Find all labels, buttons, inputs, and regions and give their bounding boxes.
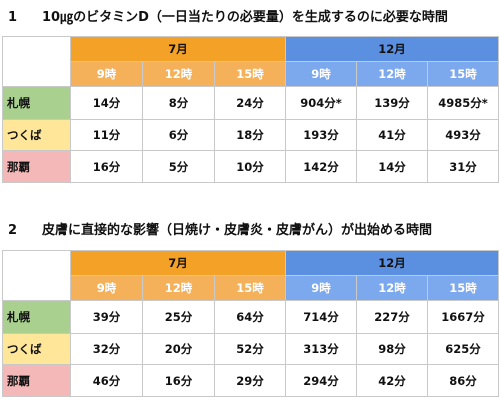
corner-cell [2,36,71,87]
table-cell: 10分 [213,150,287,183]
table-cell: 42分 [356,364,429,397]
table-cell: 4985分* [427,86,500,120]
table-row: 那覇 46分 16分 29分 294分 42分 86分 [2,364,500,397]
table-cell: 16分 [142,364,215,397]
city-label-tsukuba: つくば [2,119,71,151]
hour-header: 15時 [427,61,500,87]
hour-header: 15時 [427,275,500,301]
hour-header: 12時 [356,61,429,87]
table-cell: 86分 [427,364,500,397]
table-cell: 14分 [70,86,143,120]
table-cell: 8分 [142,86,215,120]
table-cell: 227分 [356,300,429,334]
vitamin-d-table: 7月 12月 9時 12時 15時 9時 12時 15時 札幌 14分 8分 2… [2,36,500,183]
city-label-naha: 那覇 [2,364,71,397]
table-cell: 313分 [285,333,358,365]
table-cell: 24分 [213,86,287,120]
table-cell: 5分 [142,150,215,183]
table-cell: 29分 [213,364,287,397]
hour-header: 12時 [142,61,215,87]
hour-header: 15時 [213,275,287,301]
section-2-number: 2 [8,223,18,238]
city-label-sapporo: 札幌 [2,300,71,334]
table-row: 札幌 39分 25分 64分 714分 227分 1667分 [2,300,500,334]
hour-header: 9時 [285,275,358,301]
month-header-july: 7月 [69,36,287,62]
table-cell: 714分 [285,300,358,334]
skin-effect-table: 7月 12月 9時 12時 15時 9時 12時 15時 札幌 39分 25分 … [2,250,500,397]
table-cell: 139分 [356,86,429,120]
table-cell: 20分 [142,333,215,365]
table-cell: 98分 [356,333,429,365]
table-cell: 52分 [213,333,287,365]
table-row: 札幌 14分 8分 24分 904分* 139分 4985分* [2,86,500,120]
table-cell: 31分 [427,150,500,183]
table-cell: 193分 [285,119,358,151]
hour-header: 12時 [142,275,215,301]
table-row: 那覇 16分 5分 10分 142分 14分 31分 [2,150,500,183]
hour-header: 9時 [70,61,143,87]
month-header-july: 7月 [69,250,287,276]
section-1-number: 1 [8,10,18,25]
table-row: つくば 32分 20分 52分 313分 98分 625分 [2,333,500,365]
table-cell: 46分 [70,364,143,397]
city-label-naha: 那覇 [2,150,71,183]
table-cell: 1667分 [427,300,500,334]
table-cell: 64分 [213,300,287,334]
section-1-heading: 10㎍のビタミンD（一日当たりの必要量）を生成するのに必要な時間 [42,10,448,25]
table-cell: 493分 [427,119,500,151]
section-1-title: 1 10㎍のビタミンD（一日当たりの必要量）を生成するのに必要な時間 [0,6,448,30]
corner-cell [2,250,71,301]
table-cell: 41分 [356,119,429,151]
table-cell: 18分 [213,119,287,151]
hour-header: 12時 [356,275,429,301]
table-cell: 11分 [70,119,143,151]
city-label-tsukuba: つくば [2,333,71,365]
hour-header: 9時 [70,275,143,301]
hour-header: 9時 [285,61,358,87]
table-cell: 16分 [70,150,143,183]
table-cell: 32分 [70,333,143,365]
table-cell: 294分 [285,364,358,397]
table-cell: 39分 [70,300,143,334]
table-row: つくば 11分 6分 18分 193分 41分 493分 [2,119,500,151]
section-2-heading: 皮膚に直接的な影響（日焼け・皮膚炎・皮膚がん）が出始める時間 [42,223,433,238]
table-cell: 142分 [285,150,358,183]
hour-header: 15時 [213,61,287,87]
city-label-sapporo: 札幌 [2,86,71,120]
month-header-december: 12月 [285,250,500,276]
month-header-december: 12月 [285,36,500,62]
table-cell: 25分 [142,300,215,334]
table-cell: 14分 [356,150,429,183]
table-cell: 6分 [142,119,215,151]
table-cell: 904分* [285,86,358,120]
section-2-title: 2 皮膚に直接的な影響（日焼け・皮膚炎・皮膚がん）が出始める時間 [0,219,432,243]
table-cell: 625分 [427,333,500,365]
